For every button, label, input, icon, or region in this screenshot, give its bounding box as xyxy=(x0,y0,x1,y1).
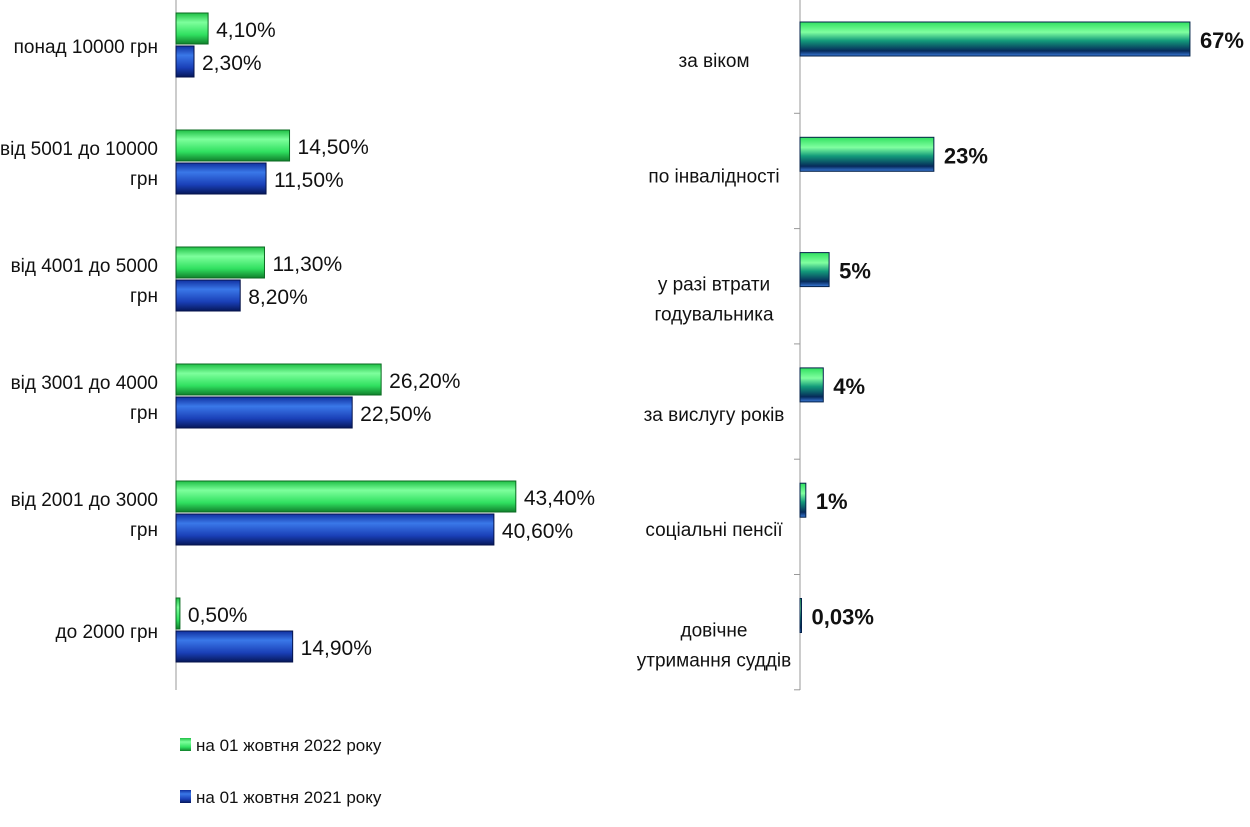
bar xyxy=(175,129,291,162)
data-label: 67% xyxy=(1200,28,1244,53)
data-label: 22,50% xyxy=(360,403,431,426)
bar xyxy=(175,480,517,513)
bar xyxy=(175,630,294,663)
legend-label: на 01 жовтня 2021 року xyxy=(196,788,382,807)
bar xyxy=(175,597,181,630)
data-label: 4,10% xyxy=(216,19,276,42)
category-label: від 3001 до 4000 грн xyxy=(11,373,158,424)
bar xyxy=(175,513,495,546)
bar xyxy=(799,598,802,633)
category-label: від 2001 до 3000 грн xyxy=(11,490,158,541)
data-label: 8,20% xyxy=(248,286,308,309)
bar xyxy=(799,136,935,172)
bar xyxy=(799,21,1191,57)
category-label: соціальні пенсії xyxy=(645,520,783,541)
legend-swatch xyxy=(180,738,191,751)
data-label: 40,60% xyxy=(502,520,573,543)
bar xyxy=(799,367,824,403)
data-label: 4% xyxy=(833,374,865,399)
category-label: від 5001 до 10000 грн xyxy=(0,139,158,190)
data-label: 5% xyxy=(839,259,871,284)
category-label: понад 10000 грн xyxy=(14,37,158,58)
bar xyxy=(799,482,807,518)
data-label: 14,50% xyxy=(298,136,369,159)
bar xyxy=(175,12,209,45)
category-label: до 2000 грн xyxy=(56,622,158,643)
data-label: 11,30% xyxy=(272,253,342,276)
bar xyxy=(175,246,265,279)
bar xyxy=(175,396,353,429)
legend-swatch xyxy=(180,790,191,803)
data-label: 23% xyxy=(944,143,988,168)
data-label: 0,50% xyxy=(188,604,248,627)
bar xyxy=(175,363,382,396)
bar xyxy=(175,279,241,312)
legend-label: на 01 жовтня 2022 року xyxy=(196,736,382,755)
category-label: довічне утримання суддів xyxy=(637,621,791,672)
bar xyxy=(175,162,267,195)
data-label: 2,30% xyxy=(202,52,262,75)
data-label: 43,40% xyxy=(524,487,595,510)
data-label: 11,50% xyxy=(274,169,344,192)
category-label: за віком xyxy=(678,51,749,72)
data-label: 14,90% xyxy=(301,637,372,660)
data-label: 26,20% xyxy=(389,370,460,393)
bar xyxy=(175,45,195,78)
category-label: у разі втрати годувальника xyxy=(654,275,774,326)
category-label: від 4001 до 5000 грн xyxy=(11,256,158,307)
data-label: 0,03% xyxy=(812,605,874,630)
bar xyxy=(799,252,830,288)
category-label: по інвалідності xyxy=(648,166,779,187)
category-label: за вислугу років xyxy=(644,405,785,426)
data-label: 1% xyxy=(816,489,848,514)
